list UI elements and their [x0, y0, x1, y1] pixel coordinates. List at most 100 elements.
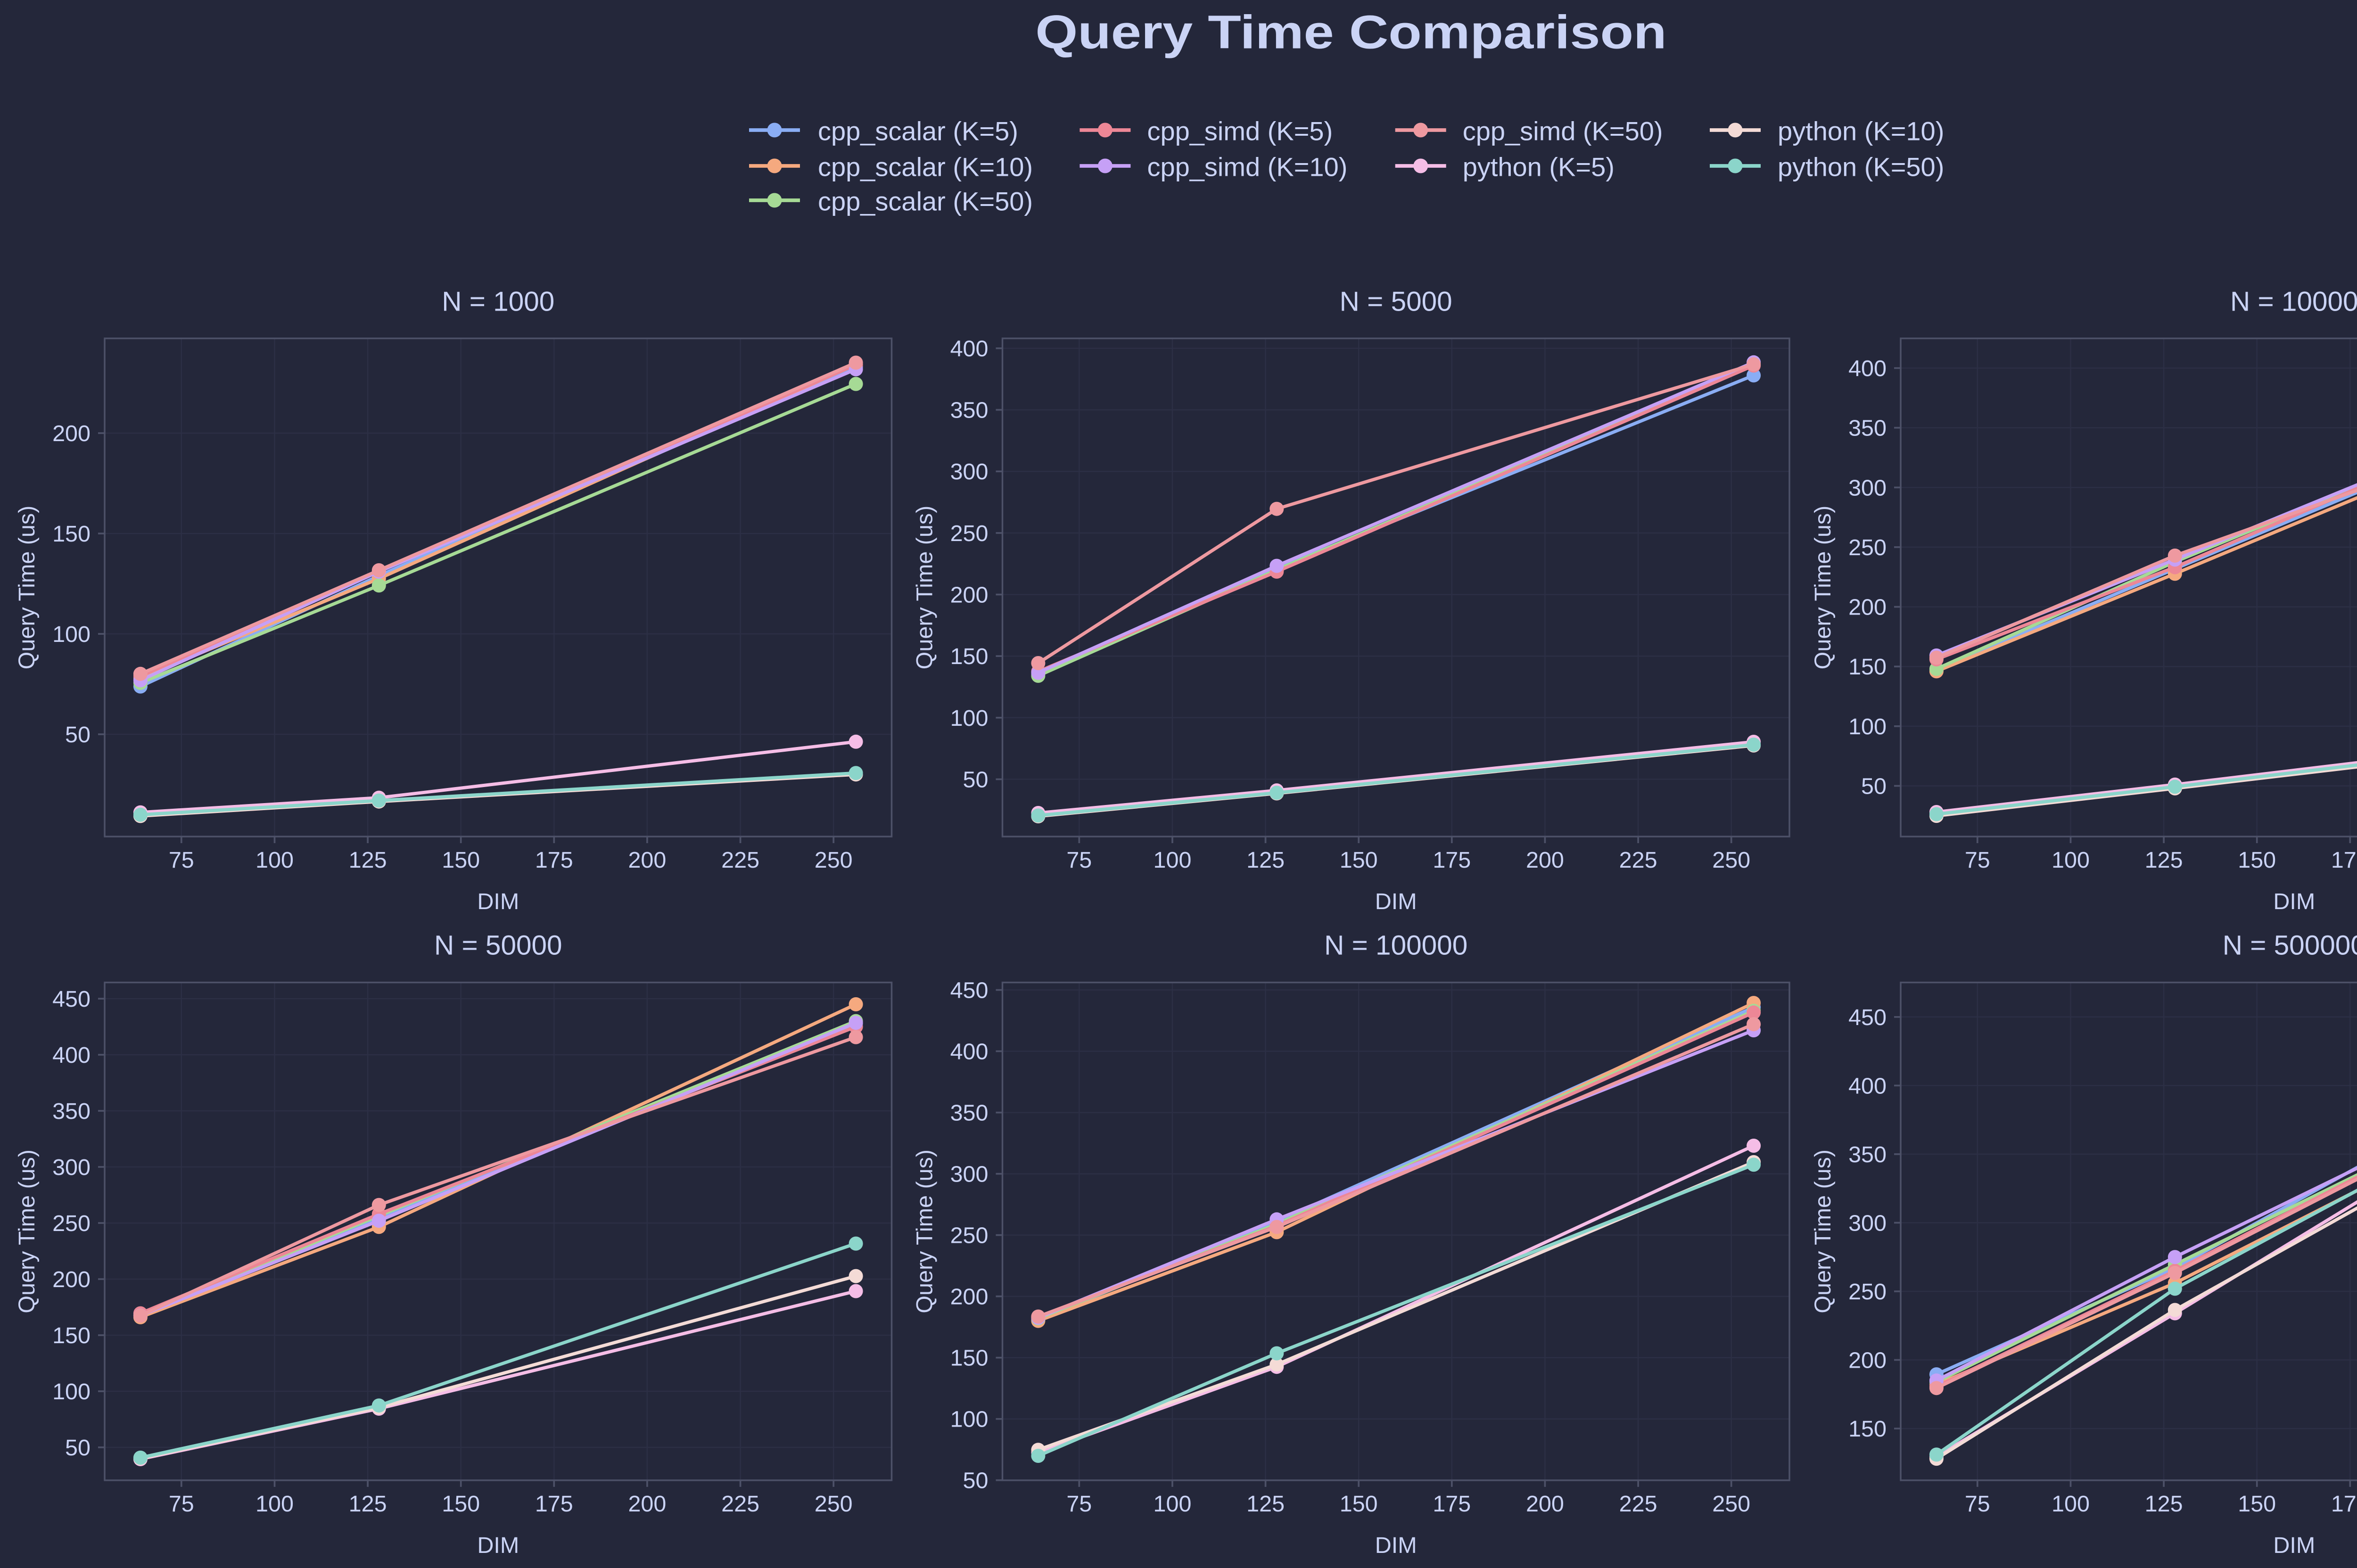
svg-text:DIM: DIM	[2273, 1533, 2315, 1558]
svg-text:150: 150	[2238, 1491, 2276, 1517]
svg-text:300: 300	[1848, 475, 1887, 501]
svg-text:75: 75	[1965, 847, 1990, 873]
svg-text:Query Time (us): Query Time (us)	[1810, 506, 1836, 670]
svg-text:150: 150	[442, 847, 480, 873]
svg-text:175: 175	[2331, 847, 2357, 873]
svg-text:100: 100	[2052, 1491, 2090, 1517]
svg-text:225: 225	[1619, 1491, 1657, 1517]
svg-text:cpp_simd (K=50): cpp_simd (K=50)	[1463, 116, 1663, 146]
svg-text:100: 100	[52, 1379, 91, 1404]
svg-text:350: 350	[52, 1099, 91, 1124]
svg-text:200: 200	[628, 1491, 666, 1517]
svg-text:N = 1000: N = 1000	[442, 287, 554, 317]
svg-text:125: 125	[1246, 847, 1285, 873]
svg-text:50: 50	[1861, 774, 1887, 799]
svg-text:DIM: DIM	[2273, 889, 2315, 914]
svg-text:150: 150	[1848, 654, 1887, 680]
svg-text:250: 250	[815, 1491, 853, 1517]
svg-text:250: 250	[52, 1211, 91, 1236]
svg-text:Query Time Comparison: Query Time Comparison	[1035, 6, 1666, 58]
svg-text:100: 100	[2052, 847, 2090, 873]
svg-text:DIM: DIM	[477, 1533, 519, 1558]
svg-text:cpp_simd (K=5): cpp_simd (K=5)	[1147, 116, 1333, 146]
svg-text:400: 400	[950, 1039, 989, 1065]
svg-text:cpp_scalar (K=5): cpp_scalar (K=5)	[818, 116, 1018, 146]
svg-text:100: 100	[950, 1407, 989, 1432]
svg-text:125: 125	[1246, 1491, 1285, 1517]
svg-text:150: 150	[950, 1346, 989, 1371]
svg-text:250: 250	[1848, 1279, 1887, 1305]
svg-text:300: 300	[950, 459, 989, 484]
svg-text:400: 400	[950, 336, 989, 361]
svg-text:50: 50	[65, 1435, 91, 1461]
svg-text:200: 200	[628, 847, 666, 873]
svg-text:350: 350	[1848, 1142, 1887, 1167]
svg-text:350: 350	[950, 1100, 989, 1126]
svg-text:125: 125	[349, 1491, 387, 1517]
svg-text:200: 200	[1848, 595, 1887, 620]
svg-text:150: 150	[442, 1491, 480, 1517]
svg-text:225: 225	[721, 847, 759, 873]
svg-text:100: 100	[52, 622, 91, 647]
svg-text:125: 125	[2145, 1491, 2183, 1517]
svg-text:250: 250	[950, 1223, 989, 1248]
svg-text:150: 150	[1340, 1491, 1378, 1517]
svg-text:N = 50000: N = 50000	[434, 930, 562, 961]
svg-text:125: 125	[2145, 847, 2183, 873]
svg-text:75: 75	[1066, 1491, 1092, 1517]
svg-text:Query Time (us): Query Time (us)	[912, 506, 938, 670]
svg-text:50: 50	[65, 722, 91, 747]
svg-text:400: 400	[52, 1043, 91, 1068]
svg-text:Query Time (us): Query Time (us)	[912, 1149, 938, 1314]
svg-text:75: 75	[1965, 1491, 1990, 1517]
svg-text:150: 150	[52, 1323, 91, 1348]
svg-text:350: 350	[1848, 416, 1887, 441]
svg-text:300: 300	[1848, 1210, 1887, 1236]
svg-text:400: 400	[1848, 356, 1887, 381]
svg-text:175: 175	[2331, 1491, 2357, 1517]
svg-text:50: 50	[963, 1468, 989, 1494]
svg-text:N = 5000: N = 5000	[1340, 287, 1452, 317]
svg-text:200: 200	[52, 421, 91, 446]
svg-text:DIM: DIM	[1375, 889, 1417, 914]
svg-text:175: 175	[1433, 847, 1471, 873]
svg-text:cpp_simd (K=10): cpp_simd (K=10)	[1147, 152, 1348, 182]
svg-text:python (K=50): python (K=50)	[1778, 152, 1944, 182]
svg-text:200: 200	[950, 583, 989, 608]
svg-text:100: 100	[1154, 847, 1192, 873]
svg-text:200: 200	[1526, 847, 1564, 873]
svg-text:200: 200	[1848, 1348, 1887, 1373]
svg-text:250: 250	[1712, 1491, 1750, 1517]
svg-text:450: 450	[1848, 1005, 1887, 1030]
svg-text:Query Time (us): Query Time (us)	[1810, 1149, 1836, 1314]
svg-text:Query Time (us): Query Time (us)	[14, 1149, 40, 1314]
svg-text:100: 100	[1848, 714, 1887, 739]
svg-text:200: 200	[1526, 1491, 1564, 1517]
svg-text:200: 200	[52, 1267, 91, 1292]
svg-text:450: 450	[52, 986, 91, 1012]
svg-text:175: 175	[535, 847, 573, 873]
svg-text:150: 150	[52, 521, 91, 547]
svg-text:75: 75	[1066, 847, 1092, 873]
svg-text:150: 150	[1848, 1416, 1887, 1442]
svg-text:125: 125	[349, 847, 387, 873]
svg-text:100: 100	[950, 706, 989, 731]
svg-text:python (K=5): python (K=5)	[1463, 152, 1615, 182]
svg-text:250: 250	[815, 847, 853, 873]
svg-text:250: 250	[1848, 535, 1887, 560]
svg-text:N = 100000: N = 100000	[1324, 930, 1467, 961]
svg-text:100: 100	[1154, 1491, 1192, 1517]
svg-text:50: 50	[963, 767, 989, 792]
svg-text:200: 200	[950, 1284, 989, 1310]
svg-text:75: 75	[169, 847, 194, 873]
svg-text:N = 10000: N = 10000	[2230, 287, 2357, 317]
svg-text:250: 250	[950, 521, 989, 546]
svg-text:150: 150	[1340, 847, 1378, 873]
svg-text:DIM: DIM	[1375, 1533, 1417, 1558]
svg-text:175: 175	[1433, 1491, 1471, 1517]
svg-text:225: 225	[721, 1491, 759, 1517]
svg-text:cpp_scalar (K=50): cpp_scalar (K=50)	[818, 187, 1033, 216]
svg-text:python (K=10): python (K=10)	[1778, 116, 1944, 146]
svg-text:400: 400	[1848, 1073, 1887, 1099]
svg-text:450: 450	[950, 978, 989, 1003]
